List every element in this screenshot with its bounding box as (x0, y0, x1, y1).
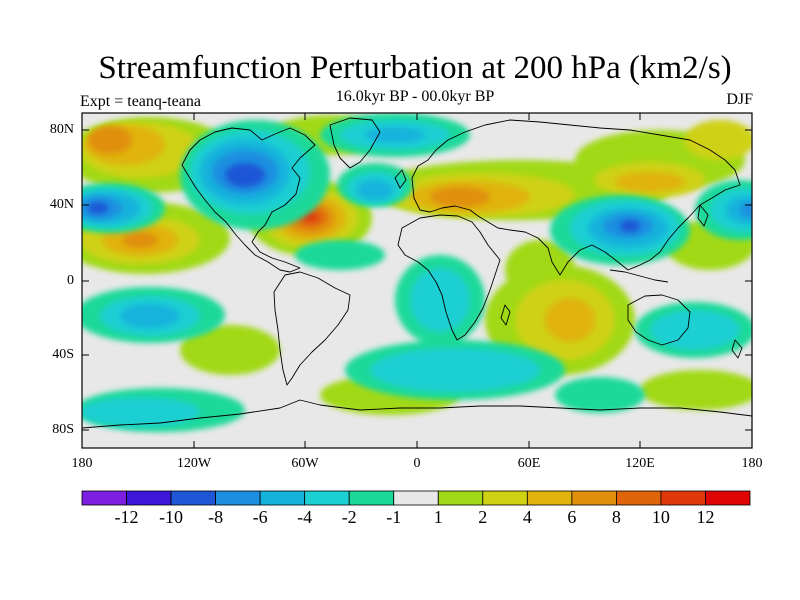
contour-field (82, 113, 752, 448)
colorbar-label: 2 (478, 507, 488, 527)
lon-label-120w: 120W (176, 456, 212, 471)
indonesia-coast (609, 269, 669, 283)
lat-label-80s: 80S (52, 422, 74, 437)
negative-core-8 (88, 163, 640, 232)
greenland-coast (329, 117, 381, 169)
colorbar-swatch (304, 490, 350, 506)
lat-label-40s: 40S (52, 347, 74, 362)
lat-label-0: 0 (67, 273, 74, 288)
colorbar-label: 1 (433, 507, 443, 527)
colorbar-swatch (215, 490, 261, 506)
colorbar-label: 4 (522, 507, 532, 527)
colorbar-label: -8 (208, 507, 224, 527)
colorbar-label: 6 (567, 507, 577, 527)
colorbar-label: -12 (114, 507, 139, 527)
antarctica-coast (82, 399, 752, 429)
colorbar-swatch (170, 490, 216, 506)
eurasia-coast (411, 119, 741, 276)
colorbar-label: -1 (386, 507, 402, 527)
chart-title: Streamfunction Perturbation at 200 hPa (… (98, 50, 732, 86)
new-zealand-coast (731, 339, 743, 359)
colorbar-label: -4 (297, 507, 313, 527)
colorbar-swatch (616, 490, 662, 506)
colorbar-swatch (126, 490, 172, 506)
uk-coast (394, 169, 407, 189)
colorbar-swatch (348, 490, 395, 506)
negative-core-2 (82, 120, 752, 427)
colorbar-swatch (526, 490, 573, 506)
lon-label-60w: 60W (291, 456, 319, 471)
colorbar-swatch (705, 490, 751, 506)
lat-label-40n: 40N (49, 197, 74, 212)
lat-label-80n: 80N (49, 122, 74, 137)
chart-subtitle: 16.0kyr BP - 00.0kyr BP (335, 88, 495, 105)
axis-ticks (81, 113, 753, 448)
colorbar-label: -2 (341, 507, 357, 527)
north-america-coast (181, 127, 316, 273)
colorbar-label: -10 (159, 507, 184, 527)
colorbar-swatch (660, 490, 706, 506)
colorbar-label: -6 (252, 507, 268, 527)
coastlines (82, 117, 752, 429)
season-label: DJF (726, 91, 753, 108)
experiment-label: Expt = teanq-teana (80, 93, 201, 110)
colorbar (81, 490, 751, 506)
colorbar-label: 12 (696, 507, 715, 527)
lon-label-120e: 120E (625, 456, 655, 471)
colorbar-swatch (482, 490, 528, 506)
australia-coast (627, 294, 691, 346)
lon-label-0: 0 (413, 456, 421, 471)
madagascar-coast (500, 304, 511, 326)
colorbar-swatch (571, 490, 617, 506)
japan-coast (697, 204, 709, 227)
africa-coast (397, 214, 501, 341)
colorbar-swatch (81, 490, 127, 506)
colorbar-swatch (259, 490, 306, 506)
lon-label-180e: 180 (741, 456, 763, 471)
colorbar-swatch (437, 490, 484, 506)
colorbar-swatch (393, 490, 439, 506)
south-america-coast (273, 271, 351, 386)
colorbar-label: 10 (651, 507, 670, 527)
lon-label-180w: 180 (71, 456, 93, 471)
lon-label-60e: 60E (517, 456, 541, 471)
colorbar-label: 8 (611, 507, 621, 527)
